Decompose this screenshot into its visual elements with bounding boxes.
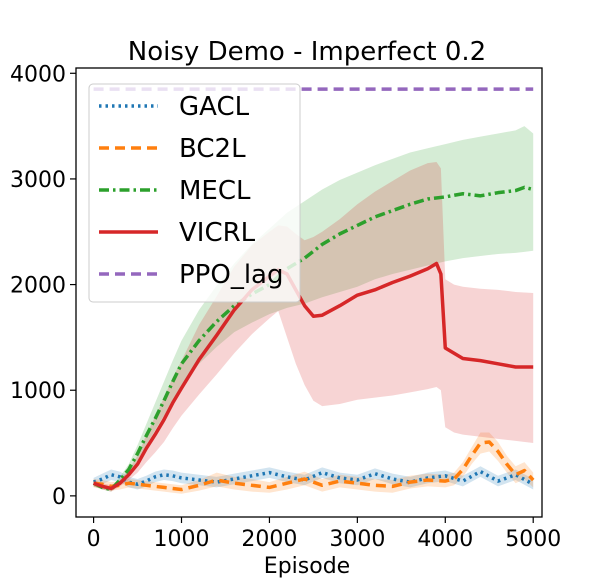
- band-mecl: [93, 126, 534, 492]
- y-tick-label: 2000: [10, 274, 66, 299]
- confidence-bands: [93, 126, 534, 494]
- x-tick-label: 5000: [505, 527, 561, 552]
- y-axis: 0 1000 2000 3000 4000: [10, 62, 76, 510]
- y-tick-label: 1000: [10, 379, 66, 404]
- x-axis-label: Episode: [264, 554, 350, 579]
- x-axis: 0 1000 2000 3000 4000 5000: [87, 517, 561, 552]
- chart-title: Noisy Demo - Imperfect 0.2: [128, 37, 486, 67]
- legend-label-gacl: GACL: [179, 92, 250, 122]
- line-gacl: [92, 469, 535, 486]
- x-tick-label: 3000: [329, 527, 385, 552]
- y-tick-label: 3000: [10, 168, 66, 193]
- legend-label-bc2l: BC2L: [179, 134, 246, 164]
- band-gacl: [93, 466, 534, 490]
- y-tick-label: 4000: [10, 62, 66, 87]
- legend-label-ppo-lag: PPO_lag: [179, 260, 283, 290]
- x-tick-label: 4000: [417, 527, 473, 552]
- x-tick-label: 1000: [154, 527, 210, 552]
- plot-frame: [75, 67, 543, 518]
- legend-label-mecl: MECL: [179, 176, 251, 206]
- band-bc2l: [93, 432, 534, 494]
- line-bc2l: [93, 440, 535, 492]
- legend-label-vicrl: VICRL: [179, 218, 256, 248]
- x-tick-label: 0: [87, 527, 101, 552]
- y-tick-label: 0: [52, 485, 66, 510]
- band-vicrl: [93, 162, 534, 492]
- x-tick-label: 2000: [241, 527, 297, 552]
- legend: GACL BC2L MECL VICRL PPO_lag: [88, 83, 301, 303]
- legend-box: [88, 83, 301, 303]
